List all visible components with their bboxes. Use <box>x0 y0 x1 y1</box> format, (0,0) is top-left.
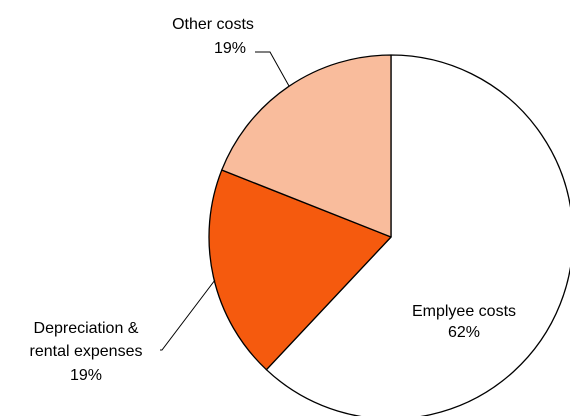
slice-other-costs <box>221 54 392 238</box>
slice-label-employee-costs: Emplyee costs <box>412 303 516 320</box>
slice-value-depreciation: 19% <box>70 367 102 384</box>
slice-labels: Emplyee costs 62% Depreciation & rental … <box>30 16 517 384</box>
slice-label-other-costs: Other costs <box>172 16 254 33</box>
leader-line-other-costs <box>255 51 290 87</box>
leader-lines <box>160 51 290 351</box>
slice-value-other-costs: 19% <box>214 40 246 57</box>
slice-value-employee-costs: 62% <box>448 324 480 341</box>
leader-line-depreciation <box>160 279 216 351</box>
slice-label-depreciation-line1: Depreciation & <box>34 320 139 337</box>
slice-label-depreciation-line2: rental expenses <box>30 343 143 360</box>
pie-slices <box>208 54 570 416</box>
slice-depreciation-rental <box>208 169 392 371</box>
